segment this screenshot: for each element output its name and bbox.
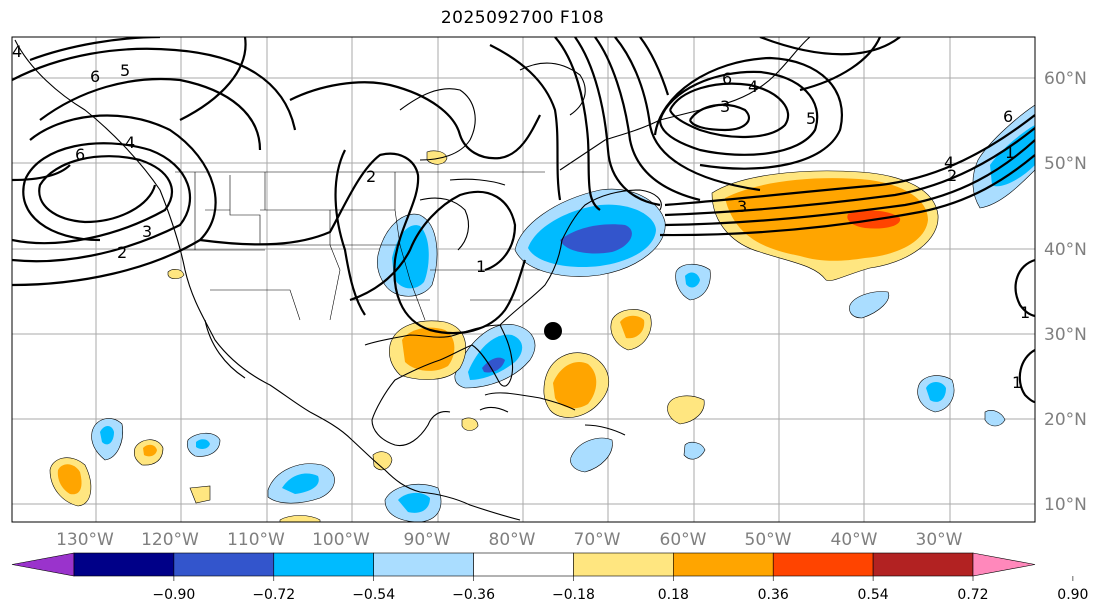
colorbar-tick-label: 0.54 — [858, 587, 889, 603]
contour-label: 4 — [944, 153, 954, 172]
colorbar — [11, 552, 1074, 581]
lon-label: 90°W — [404, 530, 451, 550]
contour-label: 1 — [1012, 373, 1022, 392]
colorbar-tick-label: −0.90 — [152, 587, 195, 603]
colorbar-segment — [473, 552, 574, 577]
contour-label: 1 — [1020, 303, 1030, 322]
colorbar-tick-label: 0.72 — [957, 587, 988, 603]
colorbar-tick-label: −0.54 — [352, 587, 395, 603]
contour-label: 6 — [722, 69, 732, 88]
lat-label: 10°N — [1044, 495, 1087, 515]
contour-label: 6 — [75, 145, 85, 164]
colorbar-segment — [872, 552, 974, 577]
colorbar-tick-label: 0.36 — [758, 587, 789, 603]
lat-label: 40°N — [1044, 240, 1087, 260]
contour-label: 2 — [947, 166, 957, 185]
lat-label: 20°N — [1044, 410, 1087, 430]
lon-label: 60°W — [660, 530, 707, 550]
colorbar-extend-min — [11, 552, 75, 577]
lon-label: 100°W — [312, 530, 370, 550]
colorbar-tick-label: −0.72 — [252, 587, 295, 603]
contour-label: 2 — [117, 243, 127, 262]
contour-label: 4 — [12, 42, 22, 61]
latitude-labels: 60°N 50°N 40°N 30°N 20°N 10°N — [1044, 69, 1087, 515]
colorbar-segment — [73, 552, 175, 577]
contour-label: 3 — [737, 197, 747, 216]
contour-label-group: 6 5 4 4 6 3 2 2 1 6 4 3 5 6 1 4 2 3 1 1 — [12, 42, 1030, 392]
contour-label: 4 — [125, 133, 135, 152]
page-title: 2025092700 F108 — [440, 8, 605, 28]
contour-label: 6 — [1003, 107, 1013, 126]
colorbar-tick-label: −0.18 — [552, 587, 595, 603]
colorbar-segment — [173, 552, 275, 577]
contour-label: 4 — [748, 77, 758, 96]
lat-label: 60°N — [1044, 69, 1087, 89]
colorbar-segment — [373, 552, 474, 577]
map-border — [11, 36, 1036, 523]
contour-label: 1 — [1005, 143, 1015, 162]
colorbar-labels: −0.90 −0.72 −0.54 −0.36 −0.18 0.18 0.36 0.54 0.7… — [152, 587, 1088, 603]
colorbar-tick-label: 0.90 — [1057, 587, 1088, 603]
colorbar-segment — [573, 552, 674, 577]
contour-label: 6 — [90, 67, 100, 86]
colorbar-segment — [273, 552, 374, 577]
colorbar-segment — [673, 552, 774, 577]
storm-center-marker — [544, 322, 562, 340]
lon-label: 110°W — [227, 530, 285, 550]
contour-lines — [12, 37, 1035, 404]
lon-label: 70°W — [574, 530, 621, 550]
political-boundaries — [175, 171, 545, 321]
lat-label: 30°N — [1044, 325, 1087, 345]
contour-label: 5 — [120, 61, 130, 80]
lon-label: 130°W — [56, 530, 114, 550]
lon-label: 40°W — [831, 530, 878, 550]
longitude-labels: 130°W 120°W 110°W 100°W 90°W 80°W 70°W 6… — [56, 530, 963, 550]
contour-label: 3 — [142, 222, 152, 241]
lon-label: 80°W — [489, 530, 536, 550]
colorbar-extend-max — [972, 552, 1036, 577]
lon-label: 50°W — [745, 530, 792, 550]
contour-label: 2 — [366, 167, 376, 186]
colorbar-tick-label: 0.18 — [658, 587, 689, 603]
lon-label: 120°W — [141, 530, 199, 550]
lat-label: 50°N — [1044, 154, 1087, 174]
colorbar-segment — [772, 552, 874, 577]
contour-label: 5 — [806, 109, 816, 128]
lon-label: 30°W — [916, 530, 963, 550]
contour-label: 1 — [476, 257, 486, 276]
coastlines — [14, 37, 811, 521]
colorbar-tick-label: −0.36 — [452, 587, 495, 603]
contour-label: 3 — [720, 97, 730, 116]
